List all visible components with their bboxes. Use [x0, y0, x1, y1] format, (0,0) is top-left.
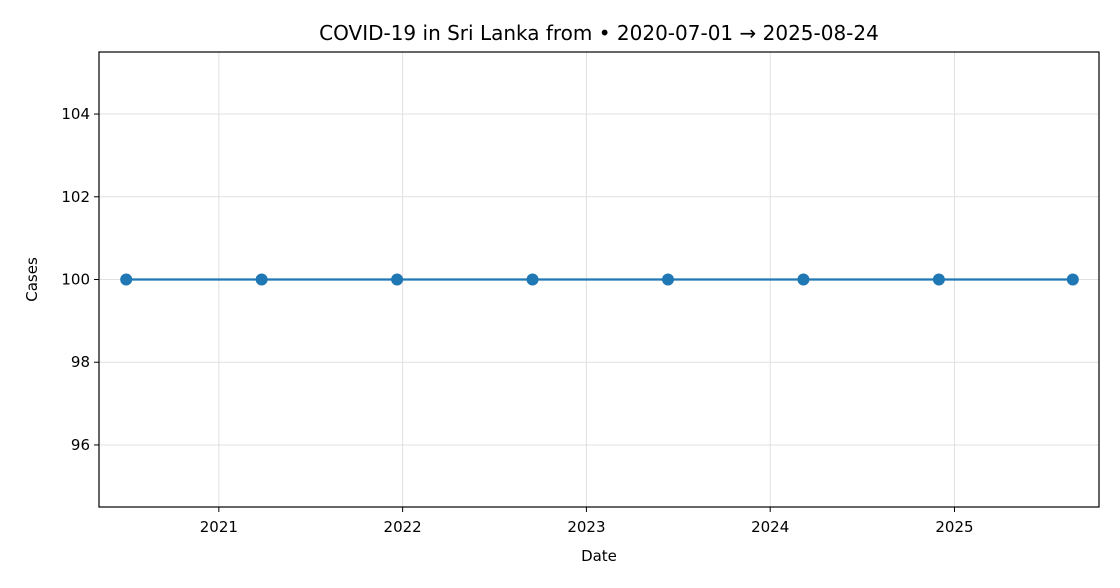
- data-point: [120, 273, 133, 286]
- y-axis-label: Cases: [23, 257, 41, 302]
- y-tick-label: 102: [61, 188, 90, 206]
- data-point: [661, 273, 674, 286]
- x-tick-label: 2022: [384, 518, 422, 536]
- x-tick-label: 2023: [567, 518, 605, 536]
- data-point: [526, 273, 539, 286]
- data-point: [391, 273, 404, 286]
- y-tick-label: 98: [71, 353, 90, 371]
- data-point: [932, 273, 945, 286]
- x-axis-label: Date: [581, 547, 617, 565]
- x-tick-label: 2024: [751, 518, 789, 536]
- data-point: [797, 273, 810, 286]
- y-axis-ticks: 96 98 100 102 104: [61, 105, 99, 454]
- y-tick-label: 96: [71, 436, 90, 454]
- x-tick-label: 2021: [200, 518, 238, 536]
- data-point: [255, 273, 268, 286]
- x-tick-label: 2025: [935, 518, 973, 536]
- plot-area: [120, 273, 1079, 286]
- y-tick-label: 100: [61, 271, 90, 289]
- y-tick-label: 104: [61, 105, 90, 123]
- data-point: [1066, 273, 1079, 286]
- x-axis-ticks: 2021 2022 2023 2024 2025: [200, 507, 974, 536]
- chart-title: COVID-19 in Sri Lanka from • 2020-07-01 …: [319, 21, 879, 45]
